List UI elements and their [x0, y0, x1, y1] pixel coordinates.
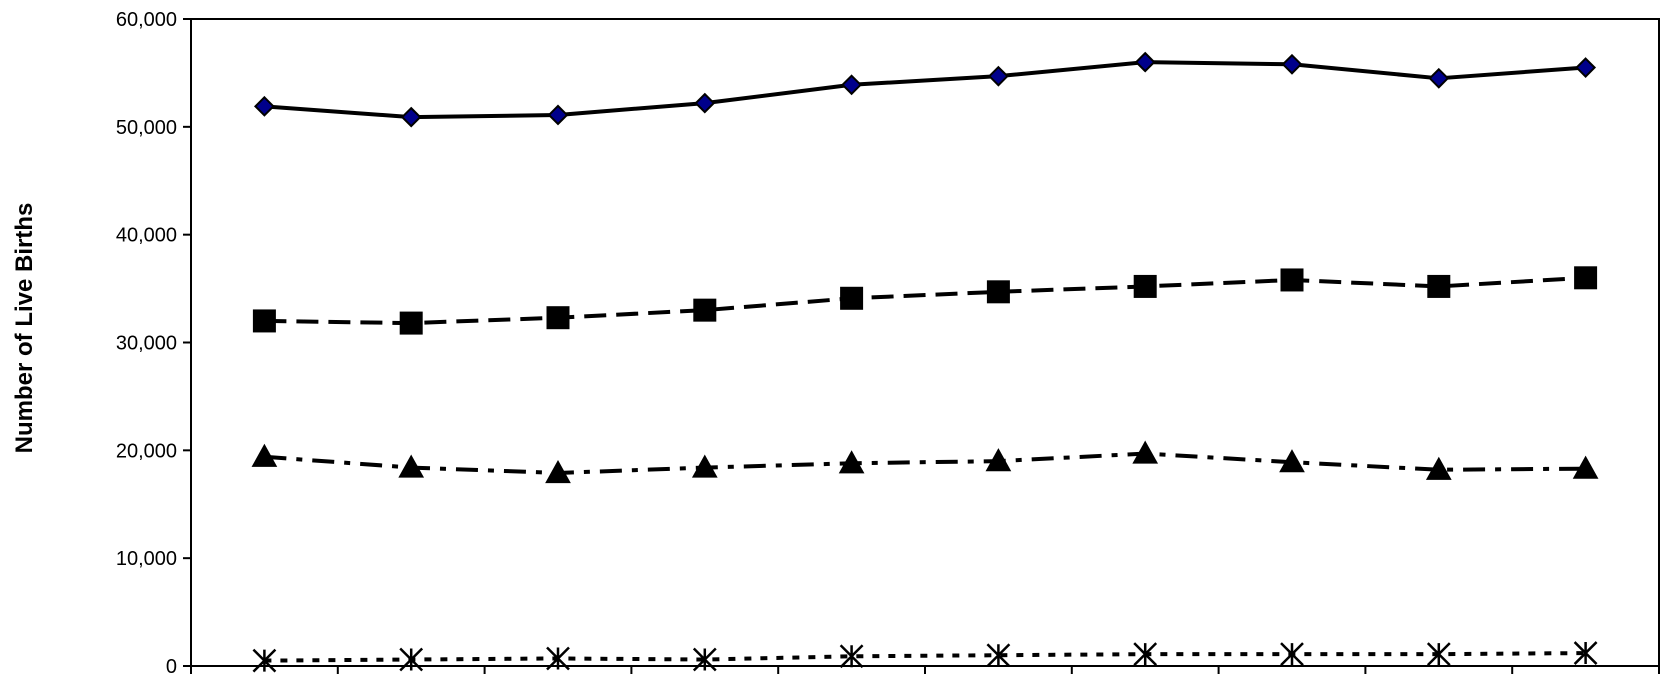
series-4-line	[264, 651, 1586, 663]
series-4-asterisk-marker	[986, 643, 1011, 668]
series-1-diamond-marker	[1575, 57, 1597, 78]
series-3-triangle-marker	[1132, 440, 1159, 464]
series-1-diamond-marker	[1281, 53, 1303, 75]
series-2-square-marker	[1574, 266, 1598, 290]
series-4-asterisk-marker	[1426, 642, 1451, 667]
series-3	[251, 440, 1599, 484]
series-2-square-marker	[1133, 274, 1157, 298]
series-3-triangle-marker	[1425, 456, 1452, 480]
series-1-diamond-marker	[987, 65, 1009, 87]
series-1-diamond-marker	[1134, 51, 1156, 73]
series-1-diamond-marker	[694, 92, 716, 114]
y-tick-label: 20,000	[116, 440, 177, 462]
y-tick-label: 60,000	[116, 9, 177, 31]
series-3-triangle-marker	[251, 443, 278, 467]
series-1-diamond-marker	[253, 95, 275, 117]
series-2-square-marker	[252, 309, 276, 333]
series-4	[252, 641, 1598, 673]
series-4-asterisk-marker	[692, 647, 717, 672]
series-1	[253, 51, 1597, 128]
series-1-diamond-marker	[400, 106, 422, 128]
series-3-triangle-marker	[691, 454, 718, 478]
series-3-line	[264, 451, 1586, 475]
series-4-asterisk-marker	[546, 646, 570, 671]
series-4-asterisk-marker	[839, 644, 864, 669]
y-tick-label: 0	[166, 656, 177, 675]
y-tick-label: 50,000	[116, 117, 177, 139]
ticks: 0 10,000 20,000 30,000 40,000 50,000 60,000	[116, 9, 1660, 675]
series-4-asterisk-marker	[1133, 642, 1158, 667]
series-3-triangle-marker	[1279, 449, 1305, 473]
y-tick-label: 30,000	[116, 333, 177, 355]
series-2-square-marker	[1280, 268, 1304, 292]
y-axis-title: Number of Live Births	[11, 203, 38, 454]
series-2	[252, 266, 1598, 335]
y-axis-title-group: Number of Live Births	[11, 203, 38, 454]
series-3-triangle-marker	[545, 459, 571, 484]
series-2-square-marker	[986, 280, 1010, 304]
series-3-triangle-marker	[985, 448, 1012, 472]
series-4-asterisk-marker	[1280, 642, 1304, 667]
series-2-square-marker	[399, 311, 423, 335]
series-4-asterisk-marker	[252, 648, 277, 673]
series-3-triangle-marker	[1572, 455, 1599, 479]
series-4-asterisk-marker	[399, 647, 424, 672]
series-2-line	[264, 275, 1586, 326]
series-2-square-marker	[840, 286, 864, 310]
series-1-diamond-marker	[1428, 67, 1450, 89]
series-3-triangle-marker	[838, 450, 865, 474]
series-1-diamond-marker	[841, 74, 863, 96]
series-layer	[251, 51, 1599, 673]
series-2-square-marker	[693, 298, 717, 322]
series-3-triangle-marker	[398, 454, 425, 478]
series-2-square-marker	[1427, 274, 1451, 298]
series-2-square-marker	[546, 306, 570, 330]
y-tick-label: 10,000	[116, 548, 177, 570]
y-tick-label: 40,000	[116, 225, 177, 247]
series-1-diamond-marker	[547, 104, 569, 126]
series-4-asterisk-marker	[1573, 641, 1598, 665]
series-1-line	[264, 60, 1586, 120]
